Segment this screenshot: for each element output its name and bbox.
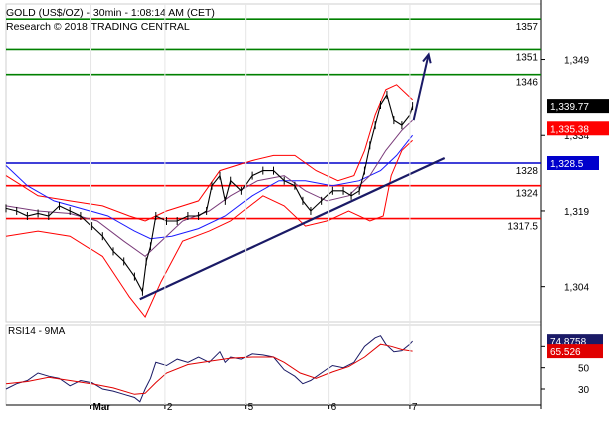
forecast-arrow-shaft <box>412 54 430 121</box>
bollinger-lower-line <box>5 139 413 318</box>
pivot-price-tag: 1,328.5 <box>550 159 584 170</box>
rsi-ma-value-tag: 65.526 <box>550 347 581 358</box>
bollinger-upper-line <box>5 84 413 222</box>
chart-copyright: Research © 2018 TRADING CENTRAL <box>6 21 190 33</box>
level-label-1324: 1324 <box>516 189 539 200</box>
rsi-value-tag: 74.8758 <box>550 337 587 348</box>
price-tick-label: 1,334 <box>564 131 589 142</box>
last-price-tag-box <box>547 99 609 114</box>
trendline-group <box>139 52 446 301</box>
time-tick-label: 2 <box>167 402 173 413</box>
support-trendline <box>139 156 446 301</box>
rsi-line <box>5 335 413 403</box>
level-label-1351: 1351 <box>516 52 539 63</box>
moving-average-purple-line <box>5 119 413 258</box>
rsi-panel-title: RSI14 - 9MA <box>8 326 66 337</box>
time-tick-label: 5 <box>248 402 254 413</box>
time-tick-label: 6 <box>331 402 337 413</box>
last-price-tag: 1,339.77 <box>550 102 589 113</box>
second-price-tag-box <box>547 121 609 136</box>
time-tick-label: Mar <box>93 402 111 413</box>
level-label-1317.5: 1317.5 <box>507 222 538 233</box>
moving-average-blue-line <box>5 134 413 240</box>
rsi-panel-frame <box>5 324 542 406</box>
forecast-arrow-icon <box>422 52 432 64</box>
rsi-ma-value-tag-box <box>547 344 603 359</box>
price-line <box>5 93 414 294</box>
level-label-1346: 1346 <box>516 78 539 89</box>
price-tick-label: 1,304 <box>564 283 589 294</box>
level-label-1357: 1357 <box>516 22 539 33</box>
rsi-series <box>5 335 413 403</box>
price-tick-label: 1,319 <box>564 207 589 218</box>
price-tick-label: 1,349 <box>564 56 589 67</box>
rsi-ma-line <box>5 343 413 395</box>
second-price-tag: 1,335.38 <box>550 124 589 135</box>
time-tick-label: 7 <box>412 402 418 413</box>
price-series <box>5 90 414 296</box>
pivot-price-tag-box <box>547 156 599 170</box>
chart-title: GOLD (US$/OZ) - 30min - 1:08:14 AM (CET) <box>6 7 215 19</box>
rsi-tick-label: 50 <box>578 364 590 375</box>
level-lines: 1357 1351 1346 1328 1324 1317.5 <box>6 18 541 233</box>
level-label-1328: 1328 <box>516 166 539 177</box>
rsi-tick-label: 30 <box>578 385 590 396</box>
